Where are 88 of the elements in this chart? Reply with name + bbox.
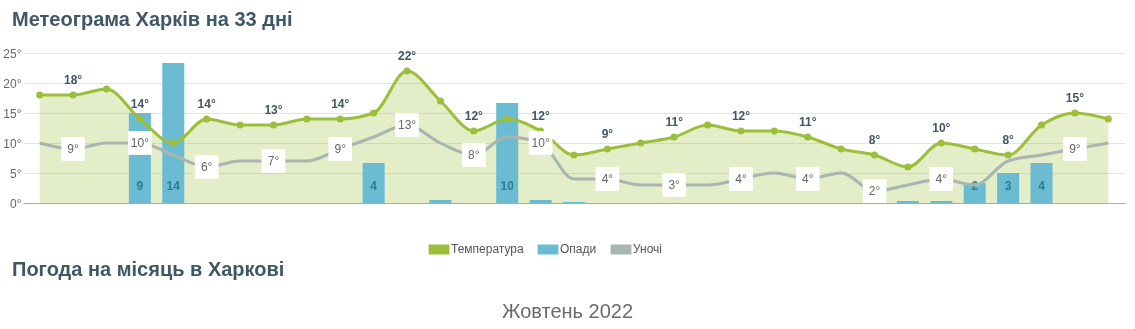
point (269, 121, 277, 129)
point (136, 115, 144, 123)
data-label: 13° (264, 103, 283, 117)
y-tick-label: 5° (10, 166, 22, 181)
point (303, 115, 311, 123)
data-label: 6° (200, 160, 213, 174)
data-label: 4 (370, 179, 378, 193)
y-tick-label: 10° (3, 136, 22, 151)
bar (529, 200, 552, 203)
point (470, 127, 478, 135)
point (971, 145, 979, 153)
point (1104, 115, 1112, 123)
data-label: 10 (500, 179, 515, 193)
data-label: 11° (665, 115, 684, 129)
data-label: 3 (1004, 179, 1012, 193)
y-tick-label: 20° (3, 76, 22, 91)
data-label: 9° (67, 142, 80, 156)
point (503, 115, 511, 123)
data-label: 8° (468, 148, 480, 162)
point (871, 151, 879, 159)
point (436, 97, 444, 105)
data-label: 9 (136, 179, 144, 193)
data-label: 4° (935, 172, 948, 186)
data-label: 13° (397, 118, 417, 132)
point (637, 139, 645, 147)
data-label: 9° (1069, 142, 1081, 156)
chart-title: Метеограма Харків на 33 дні (12, 8, 293, 31)
point (102, 85, 111, 93)
data-label: 9° (601, 127, 614, 141)
data-label: 14° (331, 97, 350, 111)
data-label: 3° (668, 178, 681, 192)
point (704, 121, 712, 129)
point (737, 127, 745, 135)
point (69, 91, 77, 99)
y-tick-label: 25° (3, 46, 22, 61)
legend-label: Уночі (633, 242, 663, 257)
data-label: 15° (1065, 91, 1085, 105)
data-label: 12° (531, 109, 550, 123)
point (1037, 121, 1046, 129)
point (236, 121, 244, 129)
point (904, 163, 912, 171)
point (203, 115, 211, 123)
data-label: 9° (334, 142, 347, 156)
bar (1030, 163, 1053, 203)
point (804, 133, 812, 141)
data-label: 18° (64, 73, 83, 87)
bar (362, 163, 385, 203)
data-label: 7° (267, 154, 280, 168)
data-label: 10° (932, 121, 951, 135)
data-label: 22° (397, 49, 417, 63)
point (603, 145, 611, 153)
bar (429, 200, 452, 203)
point (336, 115, 344, 123)
bar (997, 173, 1020, 203)
y-tick-label: 15° (3, 106, 22, 121)
data-label: 8° (1002, 133, 1015, 147)
data-label: 4° (802, 172, 814, 186)
point (937, 139, 945, 147)
text: Жовтень 2022 (500, 300, 635, 323)
point (770, 127, 778, 135)
point (1071, 109, 1079, 117)
data-label: 14° (130, 97, 150, 111)
point (670, 133, 678, 141)
data-label: 14 (166, 179, 181, 193)
legend-label: Температура (451, 242, 525, 257)
data-label: 4° (735, 172, 747, 186)
point (1004, 151, 1012, 159)
data-label: 10° (531, 136, 550, 150)
point (570, 151, 578, 159)
data-label: 14° (197, 97, 216, 111)
point (837, 145, 845, 153)
bar (496, 103, 519, 203)
legend-label: Опади (560, 242, 597, 257)
point (36, 91, 44, 99)
data-label: 12° (731, 109, 751, 123)
data-label: 4° (601, 172, 614, 186)
point (403, 67, 411, 75)
bar (162, 63, 185, 203)
data-label: 11° (799, 115, 817, 129)
data-label: 10° (130, 136, 150, 150)
point (169, 139, 177, 147)
data-label: 8° (868, 133, 881, 147)
text: Погода на місяць в Харкові (12, 258, 285, 281)
data-label: 2° (868, 184, 881, 198)
point (370, 109, 378, 117)
data-label: 4 (1038, 179, 1046, 193)
y-tick-label: 0° (10, 196, 22, 211)
data-label: 12° (464, 109, 484, 123)
